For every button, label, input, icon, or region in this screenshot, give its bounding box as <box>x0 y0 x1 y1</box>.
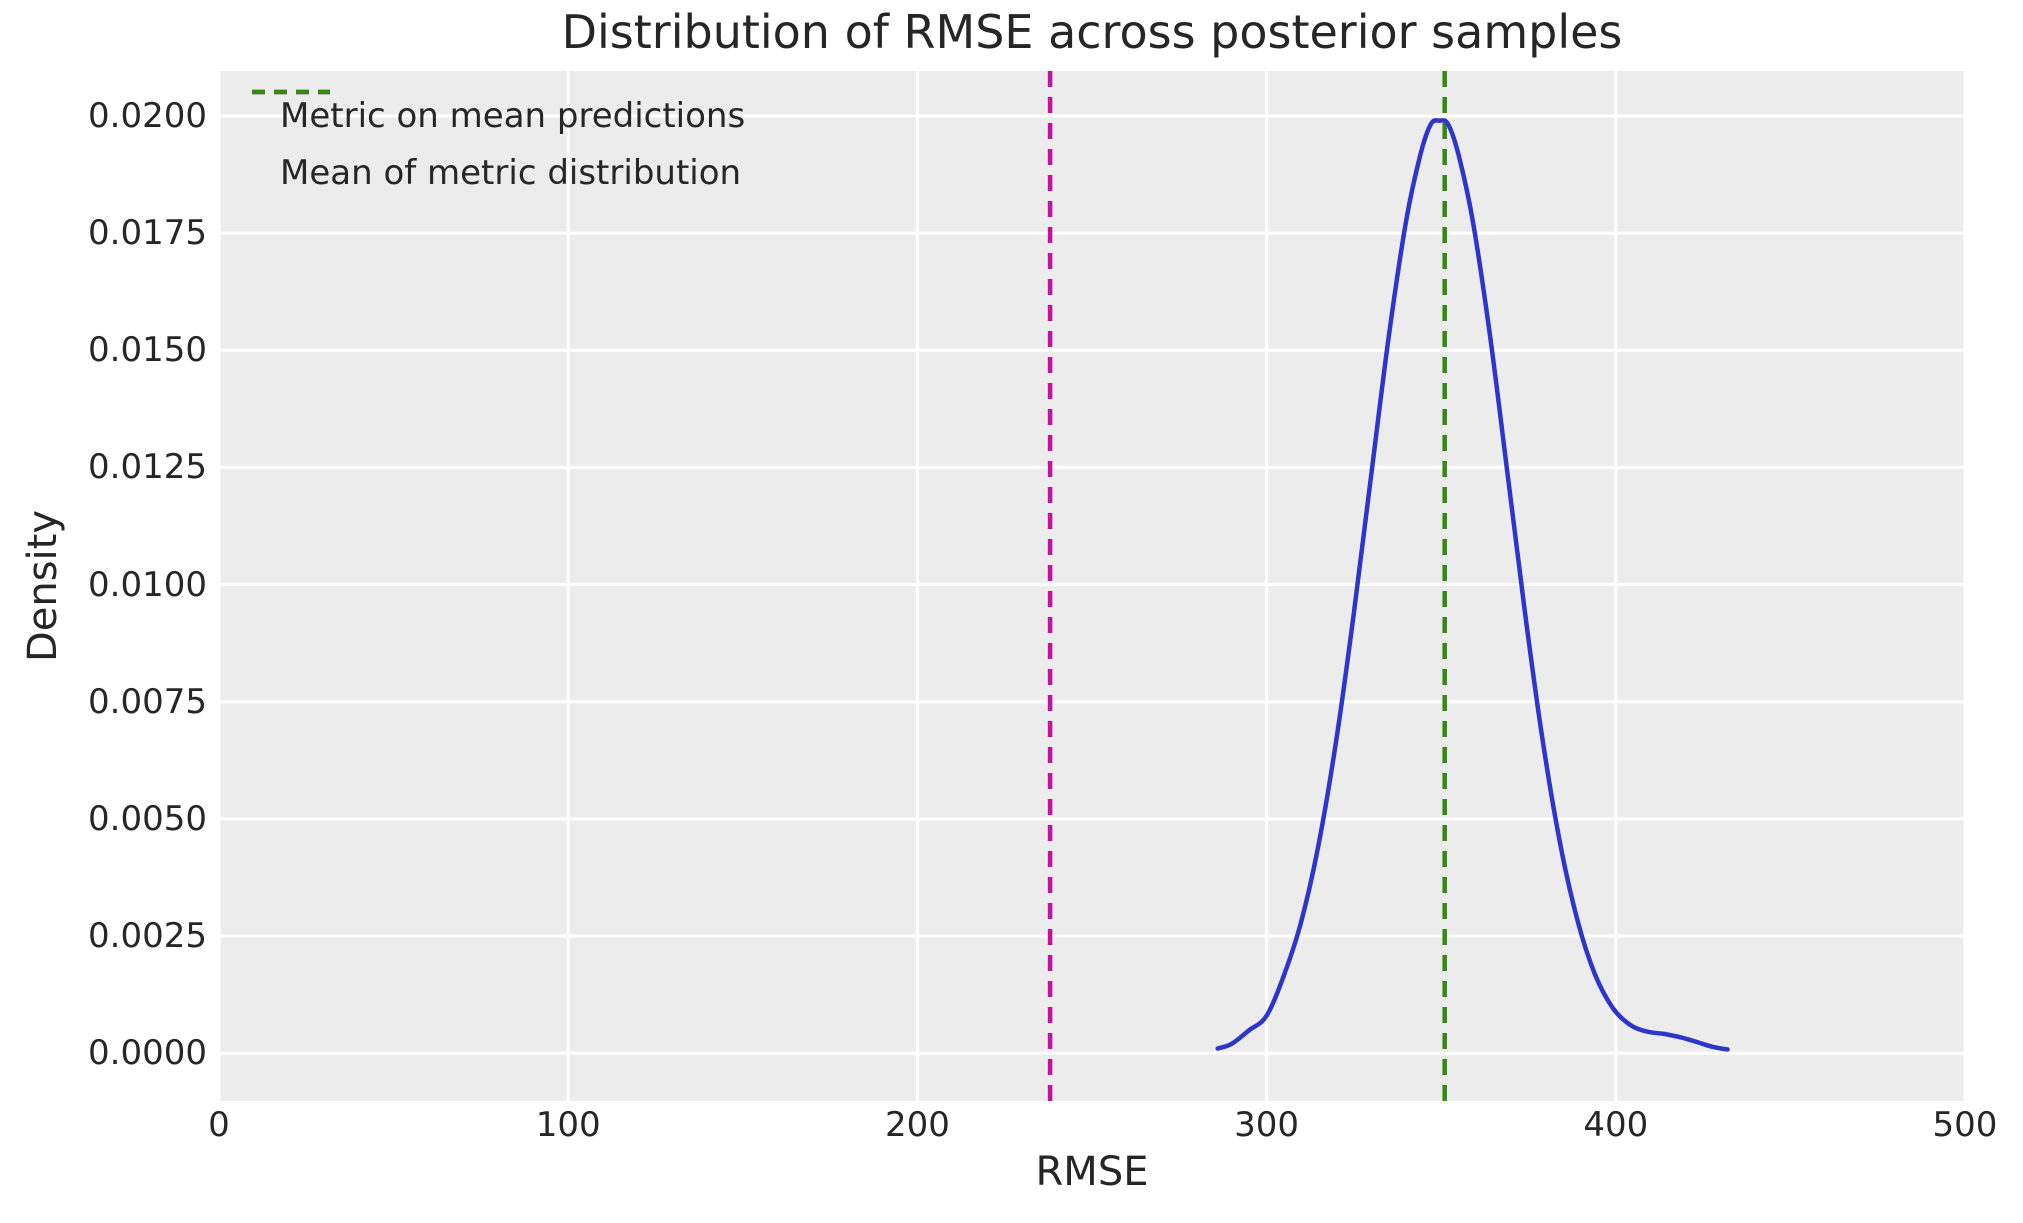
x-tick-label: 400 <box>1583 1105 1649 1145</box>
x-tick-label: 300 <box>1234 1105 1300 1145</box>
plot-area: Metric on mean predictions Mean of metri… <box>219 71 1965 1101</box>
y-tick-label: 0.0075 <box>88 681 207 722</box>
y-tick-label: 0.0000 <box>88 1033 207 1074</box>
legend-item-mean-of-metric-distribution: Mean of metric distribution <box>249 89 745 201</box>
chart-title: Distribution of RMSE across posterior sa… <box>561 5 1623 59</box>
legend-label: Metric on mean predictions <box>280 95 746 136</box>
legend: Metric on mean predictions Mean of metri… <box>249 87 745 201</box>
legend-label: Mean of metric distribution <box>280 152 742 193</box>
x-tick-label: 100 <box>535 1105 601 1145</box>
y-tick-label: 0.0200 <box>88 95 207 136</box>
dashed-line-swatch-green <box>252 89 330 95</box>
x-tick-label: 200 <box>884 1105 950 1145</box>
y-tick-label: 0.0100 <box>88 564 207 605</box>
y-tick-label: 0.0050 <box>88 798 207 839</box>
y-tick-label: 0.0175 <box>88 213 207 254</box>
plot-canvas <box>219 71 1965 1101</box>
x-tick-label: 0 <box>208 1105 230 1145</box>
y-tick-label: 0.0125 <box>88 447 207 488</box>
y-tick-label: 0.0150 <box>88 330 207 371</box>
kde-curve <box>1215 118 1730 1052</box>
x-tick-label: 500 <box>1932 1105 1998 1145</box>
x-axis-label: RMSE <box>1035 1149 1149 1195</box>
y-tick-label: 0.0025 <box>88 916 207 957</box>
